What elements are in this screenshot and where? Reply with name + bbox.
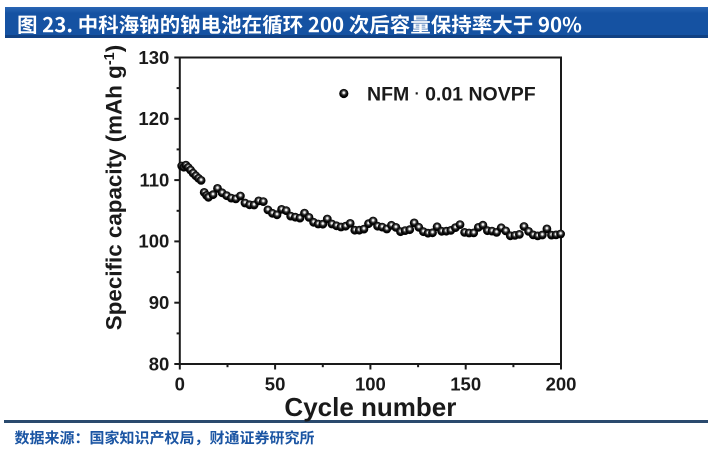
svg-text:150: 150 (450, 374, 481, 395)
svg-text:50: 50 (265, 374, 286, 395)
svg-text:100: 100 (355, 374, 386, 395)
svg-text:130: 130 (138, 47, 169, 68)
svg-text:0: 0 (175, 374, 185, 395)
svg-text:100: 100 (138, 231, 169, 252)
svg-text:110: 110 (139, 169, 169, 190)
svg-text:120: 120 (138, 108, 169, 129)
svg-text:90: 90 (149, 292, 170, 313)
svg-text:Cycle number: Cycle number (284, 392, 456, 422)
svg-text:NFM · 0.01 NOVPF: NFM · 0.01 NOVPF (367, 83, 536, 105)
svg-text:200: 200 (546, 374, 577, 395)
svg-text:Specific capacity (mAh g-1): Specific capacity (mAh g-1) (102, 45, 127, 330)
svg-text:80: 80 (149, 353, 170, 374)
